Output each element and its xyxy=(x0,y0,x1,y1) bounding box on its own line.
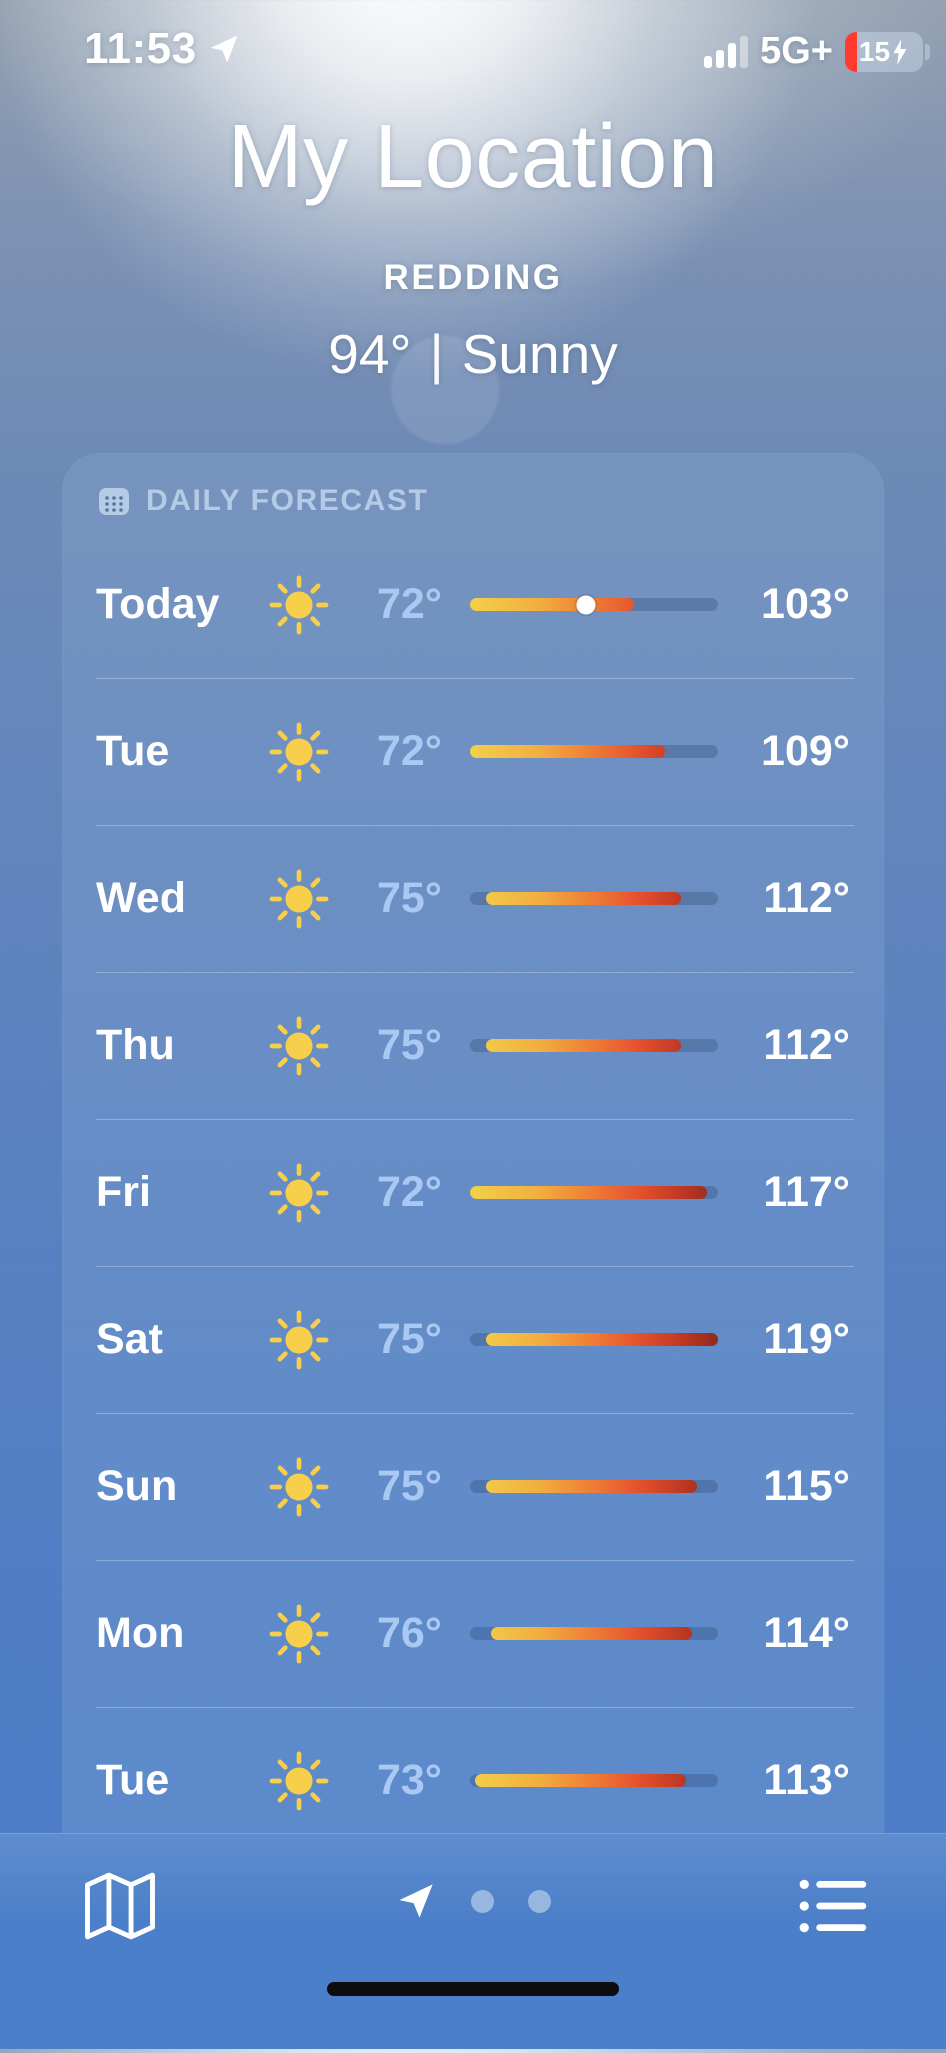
map-button[interactable] xyxy=(72,1858,168,1954)
day-label: Sat xyxy=(96,1315,163,1363)
low-temp: 72° xyxy=(376,580,442,628)
low-temp: 73° xyxy=(376,1756,442,1804)
low-temp: 75° xyxy=(376,874,442,922)
sunny-icon xyxy=(264,721,334,783)
location-name: REDDING xyxy=(383,258,563,297)
low-temp: 72° xyxy=(376,1168,442,1216)
status-bar-right: 5G+ 15 xyxy=(704,30,930,73)
day-label: Thu xyxy=(96,1021,175,1069)
low-temp: 75° xyxy=(376,1021,442,1069)
high-temp: 109° xyxy=(761,727,850,775)
forecast-row[interactable]: Fri 72° 117° xyxy=(62,1119,884,1266)
status-bar-left: 11:53 xyxy=(84,24,241,74)
low-temp: 75° xyxy=(376,1462,442,1510)
location-arrow-icon xyxy=(399,1884,433,1918)
battery-cap xyxy=(925,43,930,60)
forecast-row[interactable]: Sat 75° 119° xyxy=(62,1266,884,1413)
locations-list-button[interactable] xyxy=(784,1858,880,1954)
page-title: My Location xyxy=(227,107,719,207)
daily-forecast-card: DAILY FORECAST Today 72° 103° Tue 72° 109° Wed… xyxy=(62,453,884,2053)
sunny-icon xyxy=(264,1309,334,1371)
high-temp: 103° xyxy=(761,580,850,628)
sunny-icon xyxy=(264,1603,334,1665)
high-temp: 115° xyxy=(763,1462,850,1510)
high-temp: 112° xyxy=(763,874,850,922)
high-temp: 117° xyxy=(763,1168,850,1216)
daily-forecast-header: DAILY FORECAST xyxy=(62,453,884,525)
temp-range-bar xyxy=(470,1186,718,1199)
sunny-icon xyxy=(264,1015,334,1077)
condition-label: Sunny xyxy=(461,323,618,385)
section-title: DAILY FORECAST xyxy=(146,484,429,517)
temp-range-bar xyxy=(470,1774,718,1787)
temp-range-bar xyxy=(470,1333,718,1346)
separator: | xyxy=(429,323,444,385)
list-icon xyxy=(799,1879,867,1933)
temp-range-bar xyxy=(470,745,718,758)
calendar-icon xyxy=(99,488,129,515)
forecast-row[interactable]: Wed 75° 112° xyxy=(62,825,884,972)
high-temp: 119° xyxy=(763,1315,850,1363)
day-label: Today xyxy=(96,580,220,628)
sunny-icon xyxy=(264,1456,334,1518)
day-label: Wed xyxy=(96,874,186,922)
high-temp: 113° xyxy=(763,1756,850,1804)
page-dot[interactable] xyxy=(471,1889,494,1913)
low-temp: 75° xyxy=(376,1315,442,1363)
battery-percent: 15 xyxy=(858,35,891,67)
forecast-rows: Today 72° 103° Tue 72° 109° Wed 75° 112° Thu 75° 11… xyxy=(62,531,884,1854)
charging-bolt-icon xyxy=(893,38,907,65)
forecast-row[interactable]: Mon 76° 114° xyxy=(62,1560,884,1707)
day-label: Tue xyxy=(96,727,170,775)
battery-icon: 15 xyxy=(845,31,923,72)
temp-range-bar xyxy=(470,1480,718,1493)
temp-range-bar xyxy=(470,892,718,905)
sunny-icon xyxy=(264,574,334,636)
bottom-toolbar xyxy=(0,1833,946,2049)
forecast-row[interactable]: Thu 75° 112° xyxy=(62,972,884,1119)
cellular-signal-icon xyxy=(704,35,749,68)
current-conditions: 94° | Sunny xyxy=(0,322,946,386)
forecast-row[interactable]: Sun 75° 115° xyxy=(62,1413,884,1560)
forecast-row[interactable]: Tue 72° 109° xyxy=(62,678,884,825)
current-temp: 94° xyxy=(328,323,412,385)
current-temp-dot xyxy=(576,595,596,614)
page-dot[interactable] xyxy=(528,1889,551,1913)
home-indicator[interactable] xyxy=(327,1982,619,1996)
low-temp: 76° xyxy=(376,1609,442,1657)
day-label: Tue xyxy=(96,1756,170,1804)
temp-range-bar xyxy=(470,595,718,614)
temp-range-bar xyxy=(470,1627,718,1640)
day-label: Sun xyxy=(96,1462,178,1510)
battery-level-fill xyxy=(845,31,857,72)
forecast-row[interactable]: Today 72° 103° xyxy=(62,531,884,678)
clock: 11:53 xyxy=(84,24,197,73)
forecast-row[interactable]: Tue 73° 113° xyxy=(62,1707,884,1854)
temp-range-bar xyxy=(470,1039,718,1052)
day-label: Mon xyxy=(96,1609,185,1657)
high-temp: 114° xyxy=(763,1609,850,1657)
low-temp: 72° xyxy=(376,727,442,775)
sunny-icon xyxy=(264,1750,334,1812)
high-temp: 112° xyxy=(763,1021,850,1069)
day-label: Fri xyxy=(96,1168,151,1216)
sunny-icon xyxy=(264,868,334,930)
sunny-icon xyxy=(264,1162,334,1224)
network-type-label: 5G+ xyxy=(760,30,833,72)
map-icon xyxy=(85,1872,155,1940)
page-indicator[interactable] xyxy=(0,1880,946,1922)
location-services-arrow-icon xyxy=(207,32,241,66)
